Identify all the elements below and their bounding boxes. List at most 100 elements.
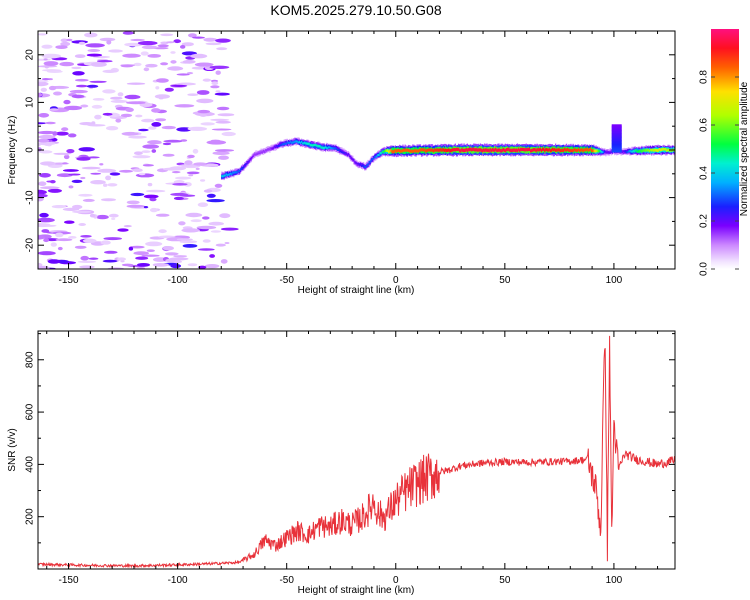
ridge-cell	[571, 148, 573, 152]
ridge-cell	[223, 174, 225, 177]
noise-blob	[155, 86, 160, 90]
ridge-cell	[508, 147, 510, 151]
ridge-cell	[308, 142, 310, 145]
ridge-cell	[283, 143, 285, 146]
noise-blob	[43, 238, 50, 243]
ridge-cell	[477, 148, 479, 152]
x-tick-label: -100	[168, 275, 188, 286]
ridge-cell	[246, 160, 248, 165]
ridge-cell	[583, 148, 585, 152]
noise-blob	[150, 207, 158, 213]
ridge-cell	[242, 166, 244, 169]
spectrogram-noise	[38, 31, 239, 269]
noise-blob	[66, 149, 75, 154]
ridge-cell	[344, 151, 346, 154]
ridge-cell	[311, 144, 314, 147]
noise-blob	[117, 92, 124, 97]
ridge-cell	[500, 149, 502, 153]
noise-blob	[125, 107, 134, 113]
ridge-cell	[431, 148, 434, 152]
ridge-cell	[437, 148, 439, 152]
ridge-cell	[628, 150, 630, 153]
noise-blob	[43, 58, 48, 61]
noise-blob	[143, 67, 150, 72]
noise-blob	[68, 173, 81, 176]
ridge-cell	[625, 151, 628, 154]
noise-blob	[173, 196, 184, 200]
ridge-cell	[476, 148, 478, 152]
noise-blob	[126, 101, 146, 105]
ridge-cell	[565, 148, 568, 152]
noise-blob	[133, 251, 149, 256]
noise-blob	[141, 254, 160, 257]
snr-x-axis: -150 -100 -50 0 50 100	[46, 331, 659, 586]
ridge-cell	[378, 153, 380, 157]
ridge-cell	[580, 148, 582, 152]
ridge-cell	[606, 149, 608, 154]
ridge-cell	[288, 141, 291, 144]
ridge-cell	[354, 161, 356, 164]
noise-blob	[133, 62, 142, 67]
ridge-cell	[255, 153, 257, 156]
ridge-cell	[556, 148, 558, 152]
ridge-cell	[461, 148, 463, 152]
noise-blob	[182, 244, 198, 248]
ridge-cell	[432, 149, 435, 153]
ridge-cell	[297, 141, 299, 144]
noise-blob	[196, 90, 210, 95]
ridge-cell	[632, 149, 634, 153]
ridge-cell	[290, 140, 292, 143]
ridge-cell	[642, 149, 644, 152]
ridge-cell	[611, 147, 622, 150]
ridge-cell	[610, 149, 612, 153]
y-tick-label: 0	[25, 147, 36, 153]
noise-blob	[200, 122, 215, 126]
noise-blob	[53, 152, 71, 155]
noise-blob	[99, 163, 104, 166]
ridge-cell	[329, 146, 331, 149]
ridge-cell	[439, 148, 441, 152]
ridge-cell	[382, 151, 385, 154]
ridge-cell	[606, 151, 608, 154]
ridge-cell	[669, 149, 671, 152]
noise-blob	[38, 134, 56, 140]
noise-blob	[137, 263, 150, 267]
noise-blob	[72, 210, 92, 214]
ridge-cell	[228, 173, 231, 176]
noise-blob	[120, 64, 134, 68]
ridge-cell	[264, 149, 267, 151]
ridge-cell	[510, 148, 512, 153]
noise-blob	[151, 122, 162, 127]
noise-blob	[80, 235, 92, 238]
noise-blob	[102, 112, 113, 116]
x-tick-label: -150	[59, 575, 79, 586]
ridge-cell	[374, 155, 376, 158]
noise-blob	[196, 98, 214, 104]
noise-blob	[175, 176, 192, 180]
noise-blob	[140, 51, 149, 56]
ridge-cell	[270, 147, 272, 151]
ridge-cell	[469, 147, 472, 151]
noise-blob	[106, 126, 119, 131]
ridge-cell	[417, 149, 419, 153]
ridge-cell	[509, 148, 511, 152]
ridge-cell	[611, 127, 622, 130]
ridge-cell	[279, 144, 281, 147]
ridge-cell	[561, 148, 563, 152]
noise-blob	[38, 130, 56, 135]
ridge-cell	[447, 148, 449, 152]
ridge-cell	[641, 150, 643, 153]
noise-blob	[87, 124, 106, 127]
ridge-cell	[284, 142, 286, 145]
ridge-cell	[295, 140, 297, 143]
x-tick-label: 50	[499, 575, 511, 586]
noise-blob	[211, 128, 232, 131]
ridge-cell	[666, 149, 668, 152]
ridge-cell	[427, 148, 429, 152]
ridge-cell	[280, 144, 282, 147]
ridge-cell	[637, 150, 640, 153]
ridge-cell	[341, 151, 343, 154]
ridge-cell	[484, 148, 486, 153]
ridge-cell	[346, 154, 349, 156]
ridge-cell	[260, 151, 262, 154]
